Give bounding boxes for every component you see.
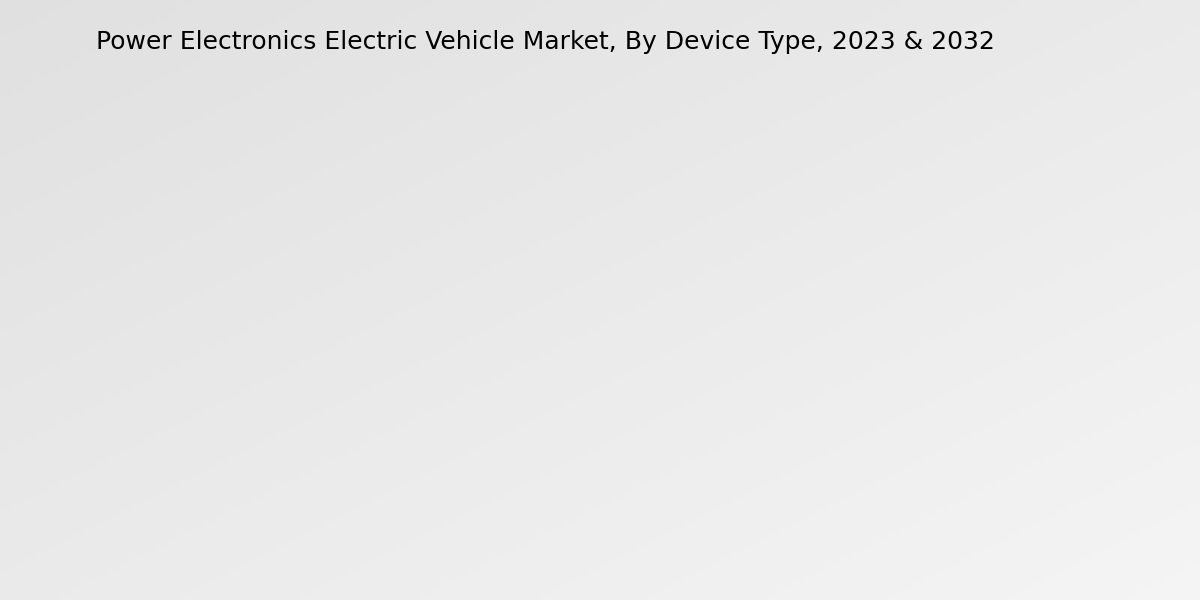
Bar	[694, 423, 768, 492]
Bar	[167, 368, 241, 492]
Bar	[768, 345, 841, 492]
Bar	[958, 430, 1031, 492]
Text: Power Electronics Electric Vehicle Market, By Device Type, 2023 & 2032: Power Electronics Electric Vehicle Marke…	[96, 30, 995, 54]
Text: 3.8: 3.8	[142, 359, 170, 377]
Y-axis label: Market Size in USD Billion: Market Size in USD Billion	[88, 205, 106, 419]
Bar	[1031, 361, 1105, 492]
Legend: 2023, 2032: 2023, 2032	[730, 76, 937, 107]
Bar	[504, 296, 578, 492]
Bar	[241, 181, 314, 492]
Bar	[431, 407, 504, 492]
